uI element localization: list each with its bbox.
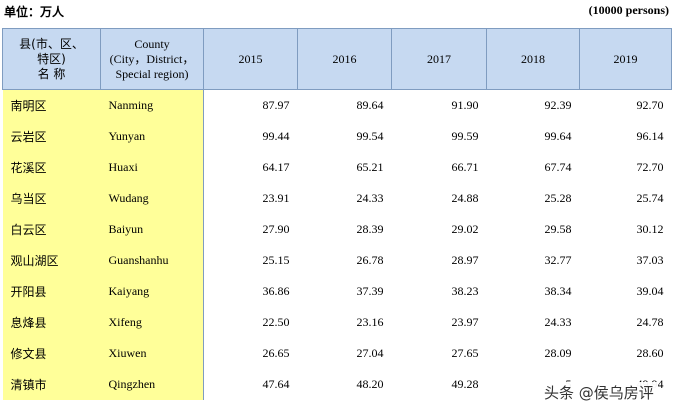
unit: 单位：万人	[4, 5, 65, 19]
county-cn: 白云区	[2, 214, 101, 245]
cell-value: 27.90	[262, 222, 290, 236]
cell-value: 65.21	[356, 160, 384, 174]
cell-value: 28.09	[544, 346, 572, 360]
cell-value: 91.90	[451, 98, 479, 112]
cell-value: 99.54	[356, 129, 384, 143]
cell-value: 30.12	[636, 222, 664, 236]
cell-value: 22.50	[262, 315, 290, 329]
cell-value: 67.74	[544, 160, 572, 174]
column-header: 2016	[297, 28, 392, 90]
cell-value: 38.23	[451, 284, 479, 298]
cell-value: 23.91	[262, 191, 290, 205]
row: 开阳县 Kaiyang 36.86 37.39 38.23 38.34 39.04	[2, 276, 672, 307]
cell-value: 38.34	[544, 284, 572, 298]
cell-value: 24.88	[451, 191, 479, 205]
row: 南明区 Nanming 87.97 89.64 91.90 92.39 92.70	[2, 89, 672, 121]
table-body: 南明区 Nanming 87.97 89.64 91.90 92.39 92.70 云岩区 Yu…	[2, 89, 672, 400]
header-line: (City，District，	[109, 51, 195, 66]
cell-value: 37.03	[636, 253, 664, 267]
header-line: 特区)	[37, 51, 66, 66]
cell-value: 99.44	[262, 129, 290, 143]
cell-value: 24.78	[636, 315, 664, 329]
county-en: Kaiyang	[100, 276, 204, 307]
cell-value: 32.77	[544, 253, 572, 267]
cell-value: 47.64	[262, 377, 290, 391]
cell-value: 66.71	[451, 160, 479, 174]
cell-value: 28.97	[451, 253, 479, 267]
watermark: 头条 @侯乌房评	[540, 382, 658, 403]
cell-value: 23.97	[451, 315, 479, 329]
cell-value: 25.28	[544, 191, 572, 205]
cell-value: 99.59	[451, 129, 479, 143]
county-en: Guanshanhu	[100, 245, 204, 276]
county-cn: 南明区	[2, 89, 101, 121]
cell-value: 25.15	[262, 253, 290, 267]
cell-value: 29.58	[544, 222, 572, 236]
cell-value: 27.65	[451, 346, 479, 360]
county-en: Nanming	[100, 89, 204, 121]
county-cn: 修文县	[2, 338, 101, 369]
cell-value: 27.04	[356, 346, 384, 360]
cell-value: 26.78	[356, 253, 384, 267]
cell-value: 72.70	[636, 160, 664, 174]
cell-value: 24.33	[356, 191, 384, 205]
cell-value: 49.28	[451, 377, 479, 391]
header-line: County	[134, 36, 170, 51]
population-table: 县(市、区、 特区) 名 称 County (City，District， Special…	[2, 28, 672, 400]
county-en: Xiuwen	[100, 338, 204, 369]
unit-en: (10000 persons)	[588, 3, 669, 17]
cell-value: 89.64	[356, 98, 384, 112]
county-cn: 清镇市	[2, 369, 101, 400]
column-header: 2019	[579, 28, 672, 90]
cell-value: 25.74	[636, 191, 664, 205]
county-en: Baiyun	[100, 214, 204, 245]
cell-value: 28.39	[356, 222, 384, 236]
cell-value: 87.97	[262, 98, 290, 112]
column-header: 2018	[486, 28, 580, 90]
county-cn: 观山湖区	[2, 245, 101, 276]
column-header: 2015	[203, 28, 298, 90]
cell-value: 26.65	[262, 346, 290, 360]
header-row: 县(市、区、 特区) 名 称 County (City，District， Special…	[2, 28, 672, 90]
cell-value: 24.33	[544, 315, 572, 329]
cell-value: 23.16	[356, 315, 384, 329]
cell-value: 37.39	[356, 284, 384, 298]
county-en: Wudang	[100, 183, 204, 214]
county-en: Qingzhen	[100, 369, 204, 400]
cell-value: 92.70	[636, 98, 664, 112]
cell-value: 64.17	[262, 160, 290, 174]
county-en: Xifeng	[100, 307, 204, 338]
header-line: Special region)	[115, 66, 189, 81]
column-header: 县(市、区、 特区) 名 称	[2, 28, 101, 90]
county-cn: 乌当区	[2, 183, 101, 214]
county-cn: 开阳县	[2, 276, 101, 307]
row: 修文县 Xiuwen 26.65 27.04 27.65 28.09 28.60	[2, 338, 672, 369]
cell-value: 36.86	[262, 284, 290, 298]
row: 观山湖区 Guanshanhu 25.15 26.78 28.97 32.77 37.03	[2, 245, 672, 276]
row: 乌当区 Wudang 23.91 24.33 24.88 25.28 25.74	[2, 183, 672, 214]
cell-value: 92.39	[544, 98, 572, 112]
county-cn: 息烽县	[2, 307, 101, 338]
row: 白云区 Baiyun 27.90 28.39 29.02 29.58 30.12	[2, 214, 672, 245]
header-line: 县(市、区、	[19, 36, 84, 51]
county-en: Yunyan	[100, 121, 204, 152]
cell-value: 29.02	[451, 222, 479, 236]
cell-value: 96.14	[636, 129, 664, 143]
row: 云岩区 Yunyan 99.44 99.54 99.59 99.64 96.14	[2, 121, 672, 152]
cell-value: 28.60	[636, 346, 664, 360]
cell-value: 48.20	[356, 377, 384, 391]
column-header: 2017	[391, 28, 487, 90]
county-en: Huaxi	[100, 152, 204, 183]
cell-value: 39.04	[636, 284, 664, 298]
header-line: 名 称	[37, 66, 66, 81]
county-cn: 花溪区	[2, 152, 101, 183]
row: 息烽县 Xifeng 22.50 23.16 23.97 24.33 24.78	[2, 307, 672, 338]
row: 花溪区 Huaxi 64.17 65.21 66.71 67.74 72.70	[2, 152, 672, 183]
column-header: County (City，District， Special region)	[100, 28, 204, 90]
county-cn: 云岩区	[2, 121, 101, 152]
cell-value: 99.64	[544, 129, 572, 143]
